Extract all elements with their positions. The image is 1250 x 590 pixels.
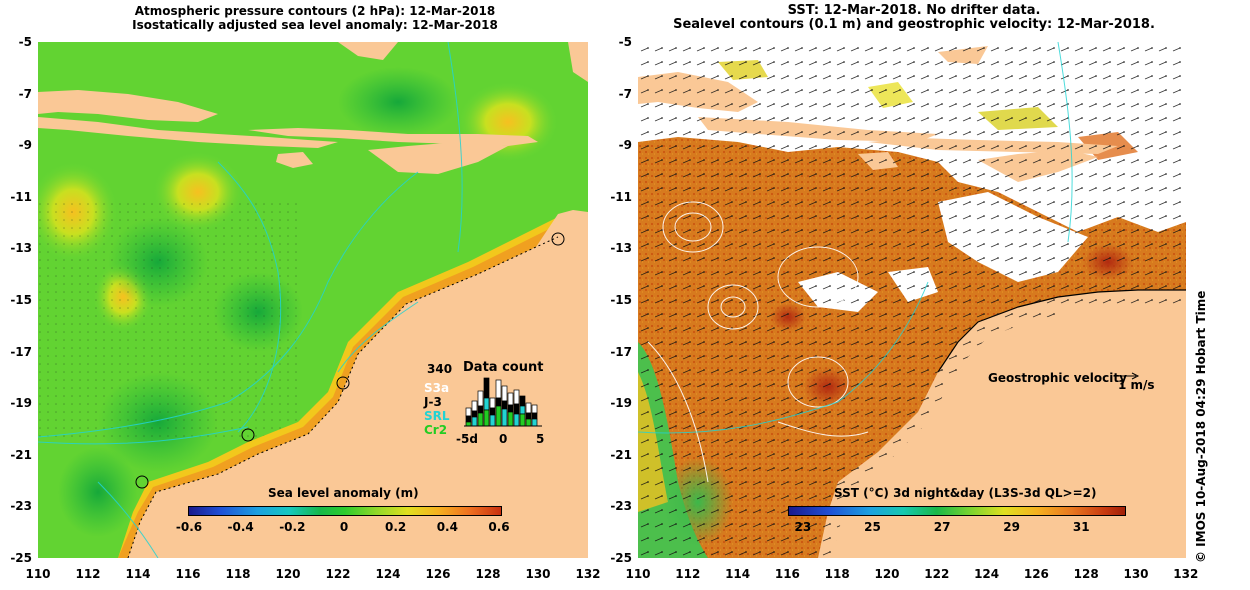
right-ytick-3: -11 bbox=[610, 189, 632, 204]
left-ytick-3: -11 bbox=[10, 189, 32, 204]
right-xtick-3: 116 bbox=[774, 567, 800, 581]
left-ytick-1: -7 bbox=[18, 86, 32, 101]
sst-cbtick-1: 25 bbox=[864, 520, 881, 534]
left-xtick-3: 116 bbox=[175, 567, 201, 581]
data-count-xtick-zero: 0 bbox=[499, 432, 508, 446]
right-ytick-5: -15 bbox=[610, 293, 632, 307]
right-ytick-2: -9 bbox=[618, 138, 632, 153]
left-xtick-5: 120 bbox=[275, 567, 301, 581]
sla-colorbar bbox=[188, 506, 502, 516]
right-xtick-11: 132 bbox=[1173, 567, 1199, 581]
left-ytick-2: -9 bbox=[18, 138, 32, 153]
left-xtick-10: 130 bbox=[525, 567, 551, 581]
sla-cbtick-1: -0.4 bbox=[227, 520, 254, 534]
data-count-xtick-end: 5 bbox=[536, 432, 545, 446]
right-ytick-4: -13 bbox=[610, 241, 632, 256]
left-xtick-9: 128 bbox=[475, 567, 501, 581]
sst-map bbox=[638, 42, 1186, 558]
left-ytick-5: -15 bbox=[10, 293, 32, 307]
sla-cbtick-5: 0.4 bbox=[436, 520, 458, 534]
left-xtick-11: 132 bbox=[575, 567, 601, 581]
sla-cbtick-6: 0.6 bbox=[488, 520, 510, 534]
data-count-bars bbox=[464, 376, 544, 432]
velocity-scale-arrow bbox=[1118, 372, 1140, 380]
sst-colorbar-label: SST (°C) 3d night&day (L3S-3d QL>=2) bbox=[834, 486, 1097, 500]
right-xtick-7: 124 bbox=[974, 567, 1000, 581]
left-title-line1: Atmospheric pressure contours (2 hPa): 1… bbox=[134, 4, 496, 18]
left-xtick-8: 126 bbox=[425, 567, 451, 581]
left-xtick-2: 114 bbox=[125, 567, 151, 581]
right-xtick-6: 122 bbox=[924, 567, 950, 581]
right-xtick-8: 126 bbox=[1023, 567, 1049, 581]
sla-cbtick-2: -0.2 bbox=[279, 520, 306, 534]
right-xtick-0: 110 bbox=[625, 567, 651, 581]
data-count-max: 340 bbox=[427, 362, 453, 376]
left-title-line2: Isostatically adjusted sea level anomaly… bbox=[132, 18, 498, 32]
sst-cbtick-0: 23 bbox=[794, 520, 812, 534]
data-count-xtick-start: -5d bbox=[456, 432, 478, 446]
sst-colorbar bbox=[788, 506, 1126, 516]
left-ytick-6: -17 bbox=[10, 344, 32, 359]
right-xtick-9: 128 bbox=[1073, 567, 1099, 581]
right-title-line2: Sealevel contours (0.1 m) and geostrophi… bbox=[673, 17, 1155, 32]
left-xtick-7: 124 bbox=[375, 567, 401, 581]
velocity-legend-label: Geostrophic velocity bbox=[988, 371, 1127, 385]
data-count-sat-cr2: Cr2 bbox=[424, 423, 448, 437]
right-xtick-10: 130 bbox=[1123, 567, 1149, 581]
sla-cbtick-4: 0.2 bbox=[385, 520, 407, 534]
right-ytick-6: -17 bbox=[610, 344, 632, 359]
sst-cbtick-4: 31 bbox=[1072, 520, 1090, 534]
left-xtick-6: 122 bbox=[325, 567, 351, 581]
right-xtick-1: 112 bbox=[675, 567, 701, 581]
right-xtick-2: 114 bbox=[725, 567, 751, 581]
left-xtick-1: 112 bbox=[75, 567, 101, 581]
left-xtick-0: 110 bbox=[25, 567, 51, 581]
left-ytick-8: -21 bbox=[10, 447, 32, 462]
right-ytick-8: -21 bbox=[610, 447, 632, 462]
right-ytick-1: -7 bbox=[618, 86, 632, 101]
left-ytick-9: -23 bbox=[10, 499, 32, 514]
left-ytick-7: -19 bbox=[10, 396, 32, 411]
data-count-sat-s3a: S3a bbox=[424, 381, 450, 395]
velocity-scale-label: 1 m/s bbox=[1118, 378, 1155, 392]
sst-cbtick-3: 29 bbox=[1003, 520, 1021, 534]
right-ytick-0: -5 bbox=[618, 35, 632, 49]
data-count-sat-j3: J-3 bbox=[424, 395, 442, 409]
right-xtick-5: 120 bbox=[874, 567, 900, 581]
sea-level-anomaly-map bbox=[38, 42, 588, 558]
right-xtick-4: 118 bbox=[824, 567, 850, 581]
sla-cbtick-3: 0 bbox=[339, 520, 349, 534]
left-ytick-10: -25 bbox=[10, 551, 32, 565]
data-count-title: Data count bbox=[463, 360, 544, 375]
sla-cbtick-0: -0.6 bbox=[175, 520, 203, 534]
left-xtick-4: 118 bbox=[225, 567, 251, 581]
right-ytick-9: -23 bbox=[610, 499, 632, 514]
right-title-line1: SST: 12-Mar-2018. No drifter data. bbox=[787, 3, 1041, 18]
right-ytick-10: -25 bbox=[610, 551, 632, 565]
data-count-sat-srl: SRL bbox=[424, 409, 450, 423]
left-ytick-0: -5 bbox=[18, 35, 32, 49]
sst-cbtick-2: 27 bbox=[933, 520, 951, 534]
imos-credit: © IMOS 10-Aug-2018 04:29 Hobart Time bbox=[1194, 290, 1208, 563]
sla-colorbar-label: Sea level anomaly (m) bbox=[268, 486, 419, 500]
right-ytick-7: -19 bbox=[610, 396, 632, 411]
left-ytick-4: -13 bbox=[10, 241, 32, 256]
